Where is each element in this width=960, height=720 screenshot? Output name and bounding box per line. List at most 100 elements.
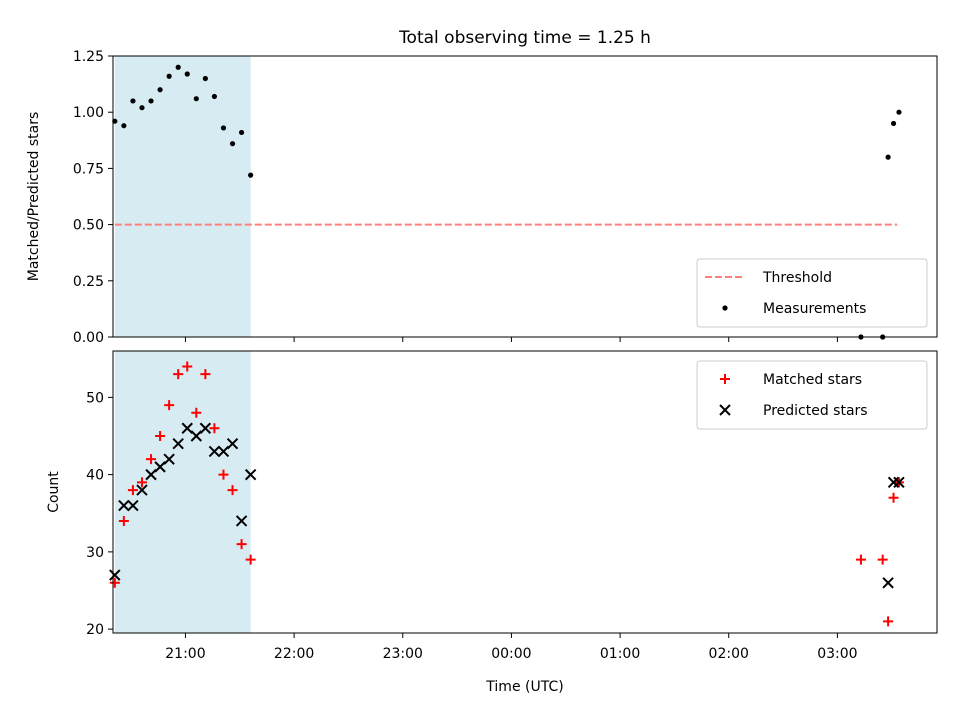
measurement-point: [175, 64, 181, 70]
matched-star-point: [136, 477, 147, 488]
measurement-point: [890, 120, 897, 127]
predicted-star-point: [163, 453, 175, 465]
predicted-star-point: [127, 499, 139, 512]
y-tick-label: 20: [86, 622, 104, 638]
ratio-panel: Total observing time = 1.25 h 0.000.250.…: [26, 28, 938, 346]
count-y-ticks: 20 30 40 50: [86, 390, 113, 638]
predicted-star-point: [893, 476, 905, 489]
measurement-point: [248, 172, 254, 178]
matched-star-point: [182, 361, 193, 372]
y-tick-label: 0.50: [73, 218, 104, 234]
predicted-star-point: [882, 577, 894, 589]
matched-star-point: [855, 554, 866, 565]
x-tick-label: 01:00: [600, 646, 640, 662]
predicted-star-point: [199, 422, 212, 434]
chart-title: Total observing time = 1.25 h: [398, 28, 651, 48]
x-tick-label: 23:00: [383, 646, 423, 662]
matched-star-point: [227, 485, 238, 496]
count-axes-frame: [112, 350, 938, 634]
y-tick-label: 50: [86, 390, 104, 406]
y-tick-label: 0.75: [73, 161, 104, 177]
x-tick-label: 00:00: [491, 646, 531, 662]
matched-star-point: [118, 515, 129, 526]
observing-span-bottom: [114, 351, 251, 633]
x-tick-label: 22:00: [274, 646, 314, 662]
matched-star-point: [883, 616, 894, 627]
y-tick-label: 1.00: [73, 105, 104, 121]
predicted-star-point: [217, 445, 230, 458]
predicted-star-point: [118, 499, 130, 512]
measurement-point: [229, 141, 236, 147]
matched-star-point: [146, 454, 157, 465]
count-legend: Matched stars Predicted stars: [696, 360, 928, 430]
x-tick-label: 02:00: [709, 646, 749, 662]
count-series-layer: [109, 361, 905, 627]
predicted-star-point: [145, 468, 157, 481]
x-tick-label: 21:00: [165, 646, 205, 662]
matched-star-point: [164, 400, 175, 411]
count-panel: 20 30 40 50 21:00 22:00 23:00 00:00 01:00 02:00 0…: [46, 350, 938, 695]
matched-star-point: [236, 539, 247, 550]
legend-box: [696, 360, 928, 430]
predicted-star-point: [172, 438, 184, 450]
measurement-point: [112, 118, 118, 124]
measurement-point: [193, 96, 199, 102]
predicted-star-point: [154, 461, 166, 473]
predicted-star-point: [244, 468, 257, 481]
measurement-point: [184, 71, 190, 77]
y-tick-label: 0.00: [73, 330, 104, 346]
y-tick-label: 30: [86, 545, 104, 561]
matched-star-point: [877, 554, 888, 565]
matched-star-point: [245, 554, 256, 565]
ratio-y-ticks: 0.00 0.25 0.50 0.75 1.00 1.25: [73, 49, 113, 346]
measurement-point: [211, 93, 218, 100]
measurement-point: [220, 125, 227, 131]
x-axis-label: Time (UTC): [485, 679, 563, 695]
measurement-point: [238, 129, 245, 136]
predicted-star-point: [109, 569, 121, 581]
observing-span-top: [114, 56, 251, 337]
measurement-point: [121, 123, 127, 129]
measurement-point: [896, 109, 902, 115]
matched-star-point: [191, 407, 202, 418]
legend-predicted-swatch: [719, 404, 731, 416]
matched-star-point: [155, 430, 166, 441]
legend-label: Measurements: [763, 301, 866, 317]
legend-matched-swatch: [720, 374, 730, 384]
y-tick-label: 0.25: [73, 274, 104, 290]
predicted-star-point: [181, 422, 193, 434]
x-tick-label: 03:00: [817, 646, 857, 662]
ratio-y-axis-label: Matched/Predicted stars: [26, 112, 42, 282]
ratio-legend: Threshold Measurements: [696, 258, 928, 328]
matched-star-point: [127, 485, 138, 496]
y-tick-label: 1.25: [73, 49, 104, 65]
matched-star-point: [200, 369, 211, 380]
predicted-star-point: [190, 430, 203, 442]
measurement-point: [139, 105, 145, 111]
matched-star-point: [888, 492, 899, 503]
predicted-star-point: [235, 515, 248, 527]
count-x-ticks: 21:00 22:00 23:00 00:00 01:00 02:00 03:00: [165, 633, 858, 662]
matched-star-point: [109, 577, 120, 588]
y-tick-label: 40: [86, 468, 104, 484]
legend-measurement-swatch: [722, 305, 728, 311]
measurement-point: [166, 73, 172, 79]
legend-label: Threshold: [762, 270, 832, 286]
legend-box: [696, 258, 928, 328]
measurement-point: [148, 98, 154, 104]
matched-star-point: [173, 369, 184, 380]
legend-label: Matched stars: [763, 372, 862, 388]
ratio-series-layer: [112, 64, 902, 340]
legend-label: Predicted stars: [763, 403, 868, 419]
count-y-axis-label: Count: [46, 471, 62, 513]
ratio-axes-frame: [112, 55, 938, 338]
matched-star-point: [209, 423, 220, 434]
matched-star-point: [218, 469, 229, 480]
measurement-point: [885, 154, 891, 160]
measurement-point: [202, 75, 208, 82]
predicted-star-point: [208, 445, 221, 458]
measurement-point: [130, 98, 136, 104]
measurement-point: [157, 87, 163, 93]
ratio-x-ticks: [184, 337, 838, 342]
predicted-star-point: [136, 484, 148, 496]
